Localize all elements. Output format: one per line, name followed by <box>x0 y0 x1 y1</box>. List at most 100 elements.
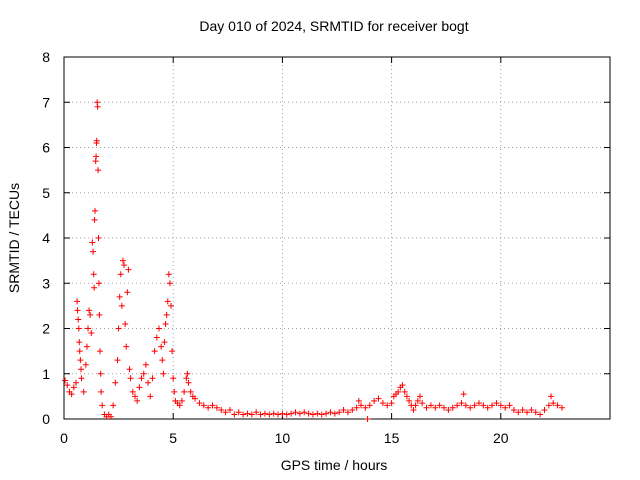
data-point <box>419 400 426 407</box>
y-tick-label: 2 <box>42 321 50 337</box>
data-point <box>399 382 406 389</box>
data-point <box>170 375 177 382</box>
data-point <box>358 402 365 409</box>
data-point <box>537 411 544 418</box>
data-point <box>309 411 316 418</box>
data-point <box>261 410 268 417</box>
data-point <box>292 409 299 416</box>
data-point <box>192 395 199 402</box>
data-point <box>403 393 410 400</box>
data-point <box>91 284 98 291</box>
data-point <box>270 410 277 417</box>
data-point <box>279 410 286 417</box>
data-point <box>412 402 419 409</box>
x-tick-label: 10 <box>275 430 291 446</box>
data-point <box>94 103 101 110</box>
data-point <box>416 393 423 400</box>
data-point <box>423 404 430 411</box>
data-point <box>121 262 128 269</box>
data-point <box>550 400 557 407</box>
y-axis-label: SRMTID / TECUs <box>6 183 22 293</box>
data-point <box>427 402 434 409</box>
data-point <box>283 411 290 418</box>
data-point <box>344 409 351 416</box>
data-point <box>266 411 273 418</box>
data-point <box>253 409 260 416</box>
data-point <box>213 404 220 411</box>
data-point <box>70 384 77 391</box>
data-point <box>153 334 160 341</box>
data-point <box>122 320 129 327</box>
data-point <box>183 375 190 382</box>
data-point <box>151 348 158 355</box>
data-point <box>75 316 82 323</box>
data-point <box>467 404 474 411</box>
data-point <box>131 393 138 400</box>
data-point <box>548 393 555 400</box>
data-point <box>156 325 163 332</box>
grid <box>64 57 610 419</box>
series-srmtid <box>62 99 565 422</box>
data-point <box>545 402 552 409</box>
data-point <box>91 216 98 223</box>
data-point <box>226 406 233 413</box>
data-point <box>362 404 369 411</box>
data-point <box>288 410 295 417</box>
data-point <box>323 410 330 417</box>
data-point <box>410 406 417 413</box>
data-point <box>127 375 134 382</box>
data-point <box>176 402 183 409</box>
data-point <box>166 280 173 287</box>
data-point <box>93 153 100 160</box>
axes: 0 5 10 15 20 0 1 2 3 4 5 6 7 8 <box>42 49 611 446</box>
data-point <box>145 379 152 386</box>
data-point <box>187 388 194 395</box>
y-tick-label: 6 <box>42 140 50 156</box>
x-tick-label: 5 <box>169 430 177 446</box>
data-point <box>244 410 251 417</box>
data-point <box>401 388 408 395</box>
data-point <box>107 413 114 420</box>
y-tick-label: 1 <box>42 366 50 382</box>
data-point <box>205 404 212 411</box>
data-point <box>301 409 308 416</box>
data-point <box>454 402 461 409</box>
data-point <box>510 406 517 413</box>
data-point <box>414 397 421 404</box>
data-point <box>355 397 362 404</box>
data-point <box>77 357 84 364</box>
data-point <box>449 404 456 411</box>
data-point <box>558 404 565 411</box>
data-point <box>353 404 360 411</box>
data-point <box>222 409 229 416</box>
data-point <box>68 391 75 398</box>
data-point <box>164 298 171 305</box>
data-point <box>138 375 145 382</box>
data-point <box>375 395 382 402</box>
data-point <box>432 404 439 411</box>
data-point <box>165 271 172 278</box>
data-point <box>114 357 121 364</box>
data-point <box>460 391 467 398</box>
data-point <box>117 271 124 278</box>
data-point <box>436 402 443 409</box>
data-point <box>171 388 178 395</box>
data-point <box>327 409 334 416</box>
data-point <box>124 289 131 296</box>
data-point <box>112 379 119 386</box>
data-point <box>126 366 133 373</box>
data-point <box>86 307 93 314</box>
data-point <box>116 293 123 300</box>
x-tick-label: 0 <box>60 430 68 446</box>
data-point <box>123 343 130 350</box>
data-point <box>296 410 303 417</box>
data-point <box>98 388 105 395</box>
x-tick-label: 15 <box>384 430 400 446</box>
data-point <box>160 370 167 377</box>
data-point <box>90 248 97 255</box>
data-point <box>185 379 192 386</box>
y-tick-label: 3 <box>42 275 50 291</box>
data-point <box>85 325 92 332</box>
y-tick-label: 4 <box>42 230 50 246</box>
